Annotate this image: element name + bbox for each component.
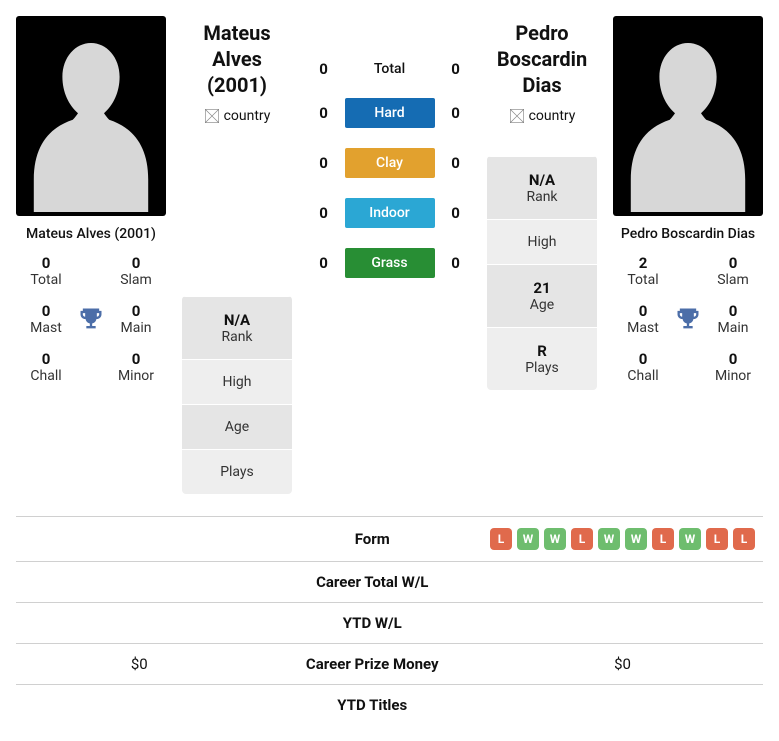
p1-rank: N/ARank <box>182 296 292 359</box>
surface-label-indoor[interactable]: Indoor <box>345 198 435 228</box>
p1-grass-value: 0 <box>317 254 331 272</box>
p1-age: Age <box>182 404 292 449</box>
p2-main-titles: 0Main <box>703 302 763 336</box>
p2-rank: N/ARank <box>487 156 597 219</box>
surface-row-clay: 0 Clay 0 <box>308 148 471 178</box>
p1-prize: $0 <box>16 644 263 685</box>
form-chip-l[interactable]: L <box>652 528 674 550</box>
player1-titles-grid: 0Total 0Slam 0Mast 0Main 0Chall 0Minor <box>16 254 166 384</box>
p1-hard-value: 0 <box>317 104 331 122</box>
p1-form <box>16 517 263 562</box>
p1-indoor-value: 0 <box>317 204 331 222</box>
p2-form: LWWLWWLWLL <box>482 517 763 562</box>
player2-info-col: Pedro Boscardin Dias country N/ARank Hig… <box>487 16 597 390</box>
player1-card: Mateus Alves (2001) 0Total 0Slam 0Mast 0… <box>16 16 166 384</box>
row-form: FormLWWLWWLWLL <box>16 517 763 562</box>
form-chip-w[interactable]: W <box>625 528 647 550</box>
row-career_wl: Career Total W/L <box>16 562 763 603</box>
player2-titles-grid: 2Total 0Slam 0Mast 0Main 0Chall 0Minor <box>613 254 763 384</box>
label-ytd_wl: YTD W/L <box>263 603 483 644</box>
p1-career_wl <box>16 562 263 603</box>
broken-image-icon <box>509 108 525 124</box>
p2-grass-value: 0 <box>449 254 463 272</box>
p1-total-value: 0 <box>317 60 331 78</box>
surface-label-grass[interactable]: Grass <box>345 248 435 278</box>
player2-name[interactable]: Pedro Boscardin Dias <box>613 216 763 254</box>
player1-country-flag: country <box>202 104 273 138</box>
surface-h2h-column: 0 Total 0 0 Hard 0 0 Clay 0 0 Indoor 0 0 Grass 0 <box>308 16 471 278</box>
p2-prize: $0 <box>482 644 763 685</box>
row-ytd_wl: YTD W/L <box>16 603 763 644</box>
surface-row-indoor: 0 Indoor 0 <box>308 198 471 228</box>
player2-country-flag: country <box>507 104 578 138</box>
player1-info-stack: N/ARank High Age Plays <box>182 296 292 494</box>
label-career_wl: Career Total W/L <box>263 562 483 603</box>
player1-info-col: Mateus Alves (2001) country N/ARank High… <box>182 16 292 494</box>
p2-chall-titles: 0Chall <box>613 350 673 384</box>
surface-label-hard[interactable]: Hard <box>345 98 435 128</box>
p2-total-titles: 2Total <box>613 254 673 288</box>
p2-clay-value: 0 <box>449 154 463 172</box>
row-prize: $0Career Prize Money$0 <box>16 644 763 685</box>
player2-card: Pedro Boscardin Dias 2Total 0Slam 0Mast … <box>613 16 763 384</box>
player1-name[interactable]: Mateus Alves (2001) <box>16 216 166 254</box>
p1-mast-titles: 0Mast <box>16 302 76 336</box>
form-chip-l[interactable]: L <box>490 528 512 550</box>
person-silhouette-icon <box>623 26 753 216</box>
trophy-icon <box>673 305 703 333</box>
p2-career_wl <box>482 562 763 603</box>
surface-label-total: Total <box>345 61 435 77</box>
p1-ytd_titles <box>16 685 263 726</box>
broken-image-icon <box>204 108 220 124</box>
surface-row-total: 0 Total 0 <box>308 60 471 78</box>
p2-hard-value: 0 <box>449 104 463 122</box>
player2-info-stack: N/ARank High 21Age RPlays <box>487 156 597 390</box>
label-prize: Career Prize Money <box>263 644 483 685</box>
form-chip-l[interactable]: L <box>571 528 593 550</box>
surface-label-clay[interactable]: Clay <box>345 148 435 178</box>
person-silhouette-icon <box>26 26 156 216</box>
p2-minor-titles: 0Minor <box>703 350 763 384</box>
p1-minor-titles: 0Minor <box>106 350 166 384</box>
p1-ytd_wl <box>16 603 263 644</box>
form-chip-w[interactable]: W <box>679 528 701 550</box>
p2-slam-titles: 0Slam <box>703 254 763 288</box>
p2-form-chips: LWWLWWLWLL <box>490 528 755 550</box>
p2-total-value: 0 <box>449 60 463 78</box>
p1-slam-titles: 0Slam <box>106 254 166 288</box>
player1-header-name[interactable]: Mateus Alves (2001) <box>182 16 292 104</box>
form-chip-w[interactable]: W <box>544 528 566 550</box>
p1-plays: Plays <box>182 449 292 494</box>
label-form: Form <box>263 517 483 562</box>
player1-silhouette <box>16 16 166 216</box>
row-ytd_titles: YTD Titles <box>16 685 763 726</box>
player2-silhouette <box>613 16 763 216</box>
player2-header-name[interactable]: Pedro Boscardin Dias <box>487 16 597 104</box>
p2-indoor-value: 0 <box>449 204 463 222</box>
form-chip-l[interactable]: L <box>706 528 728 550</box>
p1-main-titles: 0Main <box>106 302 166 336</box>
surface-row-hard: 0 Hard 0 <box>308 98 471 128</box>
trophy-icon <box>76 305 106 333</box>
form-chip-w[interactable]: W <box>598 528 620 550</box>
form-chip-l[interactable]: L <box>733 528 755 550</box>
p2-age: 21Age <box>487 264 597 327</box>
p2-ytd_titles <box>482 685 763 726</box>
p1-total-titles: 0Total <box>16 254 76 288</box>
p1-clay-value: 0 <box>317 154 331 172</box>
surface-row-grass: 0 Grass 0 <box>308 248 471 278</box>
p1-chall-titles: 0Chall <box>16 350 76 384</box>
p2-plays: RPlays <box>487 327 597 390</box>
p2-mast-titles: 0Mast <box>613 302 673 336</box>
comparison-table: FormLWWLWWLWLLCareer Total W/LYTD W/L$0C… <box>16 516 763 725</box>
p2-high: High <box>487 219 597 264</box>
p1-high: High <box>182 359 292 404</box>
label-ytd_titles: YTD Titles <box>263 685 483 726</box>
form-chip-w[interactable]: W <box>517 528 539 550</box>
p2-ytd_wl <box>482 603 763 644</box>
